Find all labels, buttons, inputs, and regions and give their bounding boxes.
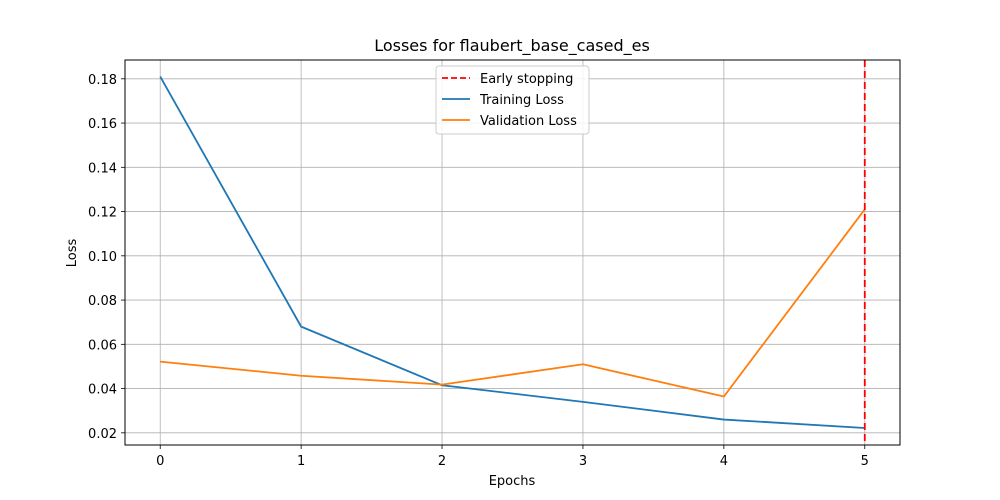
y-tick-label: 0.14 — [88, 161, 117, 176]
y-tick-label: 0.12 — [88, 206, 117, 221]
x-tick-label: 5 — [861, 454, 869, 469]
axis-ticks: 0 1 2 3 4 5 0.02 0.04 0.06 0.08 0.10 0.12 0.14 0.16 0.… — [88, 73, 869, 469]
y-tick-label: 0.06 — [88, 338, 117, 353]
x-tick-label: 2 — [438, 454, 446, 469]
y-tick-label: 0.04 — [88, 383, 117, 398]
legend: Early stopping Training Loss Validation … — [435, 65, 590, 135]
x-tick-label: 4 — [720, 454, 728, 469]
series-lines — [159, 60, 866, 445]
x-tick-label: 0 — [156, 454, 164, 469]
legend-training-label: Training Loss — [479, 93, 564, 108]
y-tick-label: 0.02 — [88, 427, 117, 442]
legend-box — [435, 65, 590, 135]
plot-frame — [124, 59, 901, 446]
y-tick-label: 0.18 — [88, 73, 117, 88]
legend-early-stopping-label: Early stopping — [480, 72, 573, 87]
legend-validation-label: Validation Loss — [480, 114, 577, 129]
y-tick-label: 0.08 — [88, 294, 117, 309]
chart-title: Losses for flaubert_base_cased_es — [374, 36, 650, 56]
training-loss-line — [159, 76, 865, 429]
x-axis-title: Epochs — [489, 474, 536, 489]
validation-loss-line — [160, 208, 866, 398]
x-tick-label: 3 — [579, 454, 587, 469]
y-tick-label: 0.10 — [88, 250, 117, 265]
y-tick-label: 0.16 — [88, 117, 117, 132]
x-tick-label: 1 — [297, 454, 305, 469]
y-axis-title: Loss — [65, 239, 80, 268]
